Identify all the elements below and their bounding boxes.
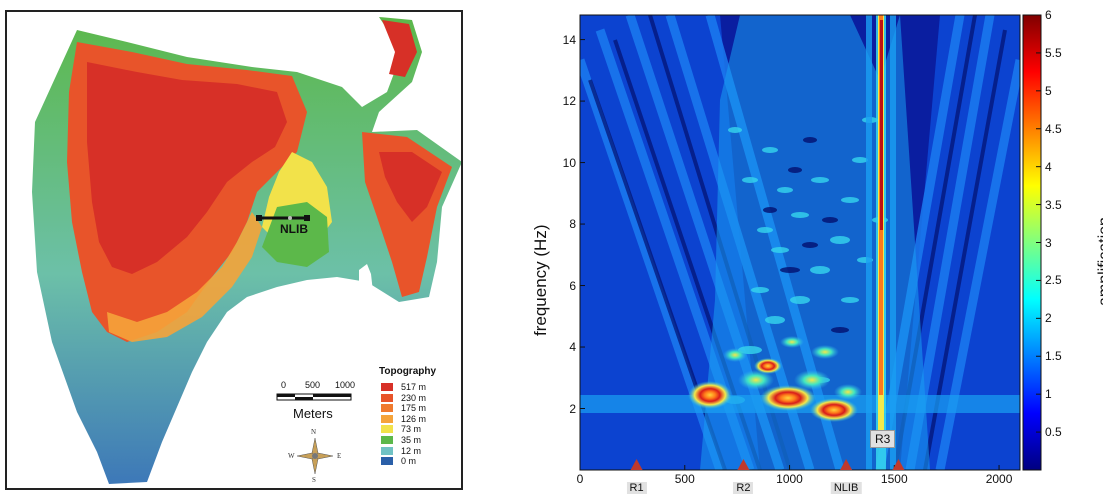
legend-label: 230 m [401,392,427,403]
y-tick-label: 14 [562,32,576,47]
legend-label: 35 m [401,435,422,445]
station-marker [630,459,643,470]
legend-item: 12 m [381,446,421,456]
compass-icon [296,437,334,475]
legend-swatch [381,383,393,391]
compass-n: N [311,428,317,436]
compass-s: S [312,476,316,484]
scale-tick-500: 500 [305,380,321,390]
x-tick-label: 2000 [985,472,1013,486]
y-tick-label: 2 [569,401,576,416]
colorbar-tick-label: 1 [1045,387,1052,402]
legend-item: 126 m [381,414,426,424]
station-markers [630,459,905,470]
x-tick-label: 500 [674,472,695,486]
legend-swatch [381,414,393,423]
colorbar-tick-label: 3 [1045,235,1052,250]
scale-unit: Meters [293,406,333,421]
scale-tick-1000: 1000 [335,380,356,390]
y-tick-label: 8 [569,217,576,232]
colorbar-ticks [1036,14,1041,433]
station-marker [892,459,905,470]
legend-label: 517 m [401,382,427,392]
legend-label: 0 m [401,456,417,467]
colorbar-tick-label: 0.5 [1045,425,1062,440]
northeast-peak [382,20,417,77]
y-tick-label: 4 [569,340,576,355]
colorbar-tick-label: 5 [1045,83,1052,98]
legend-item: 175 m [381,403,426,413]
legend-swatch [381,393,393,402]
nlib-array-line [256,215,310,221]
colorbar-tick-label: 1.5 [1045,349,1062,364]
scale-tick-0: 0 [281,380,287,390]
highland-west-inner [87,62,287,274]
x-tick-label: 1500 [880,472,908,486]
y-tick-label: 10 [562,155,576,170]
legend-swatch [381,436,393,444]
colorbar-tick-label: 6 [1045,8,1052,22]
highland-east-inner [379,152,442,222]
plot-frame [579,14,1021,471]
y-axis-ticks [580,39,585,410]
station-label: R1 [626,482,647,494]
legend-swatch [381,457,393,466]
station-marker [737,459,750,470]
y-tick-label: 12 [562,94,576,109]
scale-bar [276,393,352,401]
x-axis-ticks [579,465,1000,470]
legend-label: 175 m [401,403,427,414]
harbour [359,264,379,304]
legend-title: Topography [379,366,437,377]
colorbar-tick-label: 2.5 [1045,273,1062,288]
legend-label: 12 m [401,445,422,456]
legend-swatch [381,425,393,434]
colorbar-tick-label: 3.5 [1045,197,1062,212]
colorbar-tick-label: 5.5 [1045,45,1062,60]
y-tick-label: 6 [569,278,576,293]
x-tick-label: 1000 [776,472,803,486]
nlib-map-label: NLIB [280,222,308,236]
colorbar-tick-label: 2 [1045,311,1052,326]
legend-item: 0 m [381,456,416,466]
colorbar-tick-label: 4.5 [1045,121,1062,136]
station-marker [840,459,853,470]
amplification-plot [579,14,1042,471]
topography-map: NLIB 0 500 1000 Meters N S W E Topograph… [5,10,463,490]
legend-swatch [381,446,393,455]
station-label: R2 [733,482,754,494]
legend-item: 517 m [381,382,426,392]
legend-item: 35 m [381,435,421,445]
y-axis-label: frequency (Hz) [531,224,550,336]
highland-yellow-edge [107,212,262,342]
legend-item: 73 m [381,424,421,434]
legend-swatch [381,404,393,413]
r3-callout: R3 [870,430,896,448]
legend-label: 73 m [401,424,422,435]
legend-item: 230 m [381,393,426,403]
colorbar-tick-label: 4 [1045,159,1052,174]
legend-label: 126 m [401,413,427,424]
compass-w: W [288,452,295,460]
station-label: NLIB [830,482,862,494]
x-tick-label: 0 [576,472,584,486]
colorbar-label: amplification [1096,217,1103,306]
wavefield-pattern [580,15,1020,470]
compass-e: E [337,452,342,460]
